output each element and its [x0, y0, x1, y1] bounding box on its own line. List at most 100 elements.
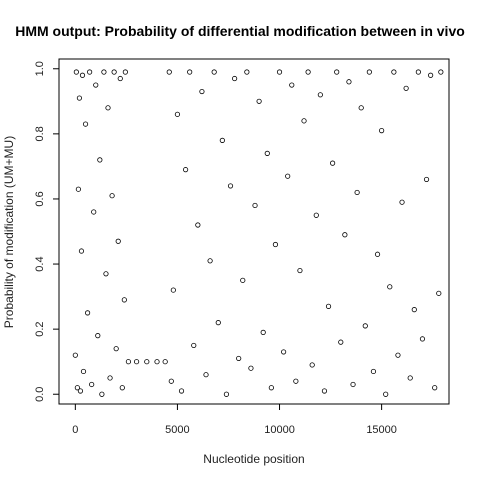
- data-point: [391, 69, 397, 75]
- data-point: [330, 160, 336, 166]
- data-point: [76, 95, 83, 101]
- y-tick-label: 0.0: [34, 387, 46, 402]
- data-point: [207, 258, 213, 264]
- data-point: [395, 352, 401, 358]
- data-point: [113, 346, 119, 352]
- data-point: [342, 232, 348, 238]
- data-point: [199, 88, 205, 95]
- data-point: [72, 352, 78, 358]
- data-point: [223, 391, 230, 397]
- data-point: [366, 69, 372, 75]
- data-point: [285, 173, 291, 179]
- data-point: [191, 342, 197, 349]
- data-point: [309, 362, 315, 368]
- data-point: [125, 359, 132, 365]
- data-point: [236, 355, 242, 362]
- data-point: [362, 323, 368, 329]
- data-point: [256, 98, 262, 104]
- data-points: [72, 69, 444, 397]
- y-tick-label: 0.2: [34, 321, 46, 336]
- data-point: [358, 105, 364, 111]
- data-point: [170, 287, 176, 293]
- data-point: [268, 385, 274, 391]
- data-point: [122, 69, 128, 75]
- data-point: [264, 150, 270, 156]
- data-point: [297, 267, 303, 274]
- data-point: [84, 310, 91, 316]
- data-point: [75, 186, 81, 192]
- data-point: [219, 137, 225, 143]
- data-point: [354, 189, 360, 196]
- x-tick-label: 10000: [264, 424, 295, 436]
- x-tick-label: 15000: [366, 424, 397, 436]
- data-point: [289, 82, 295, 88]
- data-point: [107, 375, 113, 381]
- data-point: [103, 271, 109, 277]
- data-point: [301, 118, 307, 124]
- data-point: [95, 333, 101, 339]
- data-point: [346, 79, 352, 85]
- data-point: [240, 277, 246, 283]
- data-point: [78, 248, 85, 254]
- data-point: [374, 251, 381, 257]
- data-point: [73, 69, 79, 75]
- data-point: [174, 111, 181, 117]
- data-point: [74, 385, 80, 391]
- data-point: [117, 75, 123, 82]
- data-point: [252, 202, 258, 209]
- data-point: [370, 368, 377, 375]
- data-point: [101, 69, 107, 75]
- data-point: [119, 385, 125, 391]
- data-point: [79, 72, 86, 78]
- data-point: [232, 75, 238, 82]
- data-point: [407, 375, 413, 381]
- y-axis-label: Probability of modification (UM+MU): [2, 136, 16, 328]
- data-point: [293, 378, 299, 384]
- data-point: [91, 209, 97, 215]
- x-axis-label: Nucleotide position: [203, 452, 304, 466]
- data-point: [403, 85, 409, 91]
- data-point: [215, 320, 221, 326]
- data-point: [272, 241, 279, 248]
- data-point: [87, 69, 93, 75]
- data-point: [115, 238, 121, 244]
- data-point: [77, 388, 84, 394]
- data-point: [317, 92, 323, 98]
- data-point: [168, 378, 174, 384]
- data-point: [387, 284, 393, 290]
- y-tick-label: 0.4: [34, 256, 46, 271]
- y-tick-label: 1.0: [34, 61, 46, 76]
- data-point: [423, 176, 430, 183]
- data-point: [350, 381, 356, 388]
- data-point: [144, 359, 150, 365]
- data-point: [211, 69, 217, 75]
- data-point: [325, 303, 332, 309]
- data-point: [162, 359, 168, 365]
- data-point: [281, 349, 287, 355]
- data-point: [419, 336, 426, 342]
- x-axis-ticks: 0 5000 10000 15000: [72, 404, 397, 436]
- data-point: [109, 193, 115, 199]
- data-point: [260, 329, 266, 335]
- data-point: [133, 359, 140, 365]
- data-point: [105, 105, 111, 111]
- data-point: [438, 69, 444, 75]
- data-point: [428, 72, 434, 78]
- chart-title: HMM output: Probability of differential …: [15, 23, 465, 39]
- data-point: [305, 69, 311, 75]
- y-axis-ticks: 0.0 0.2 0.4 0.6 0.8 1.0: [34, 61, 59, 402]
- data-point: [321, 388, 328, 394]
- data-point: [436, 290, 442, 296]
- data-point: [379, 128, 385, 134]
- data-point: [97, 157, 103, 163]
- data-point: [334, 69, 340, 75]
- x-tick-label: 5000: [165, 424, 189, 436]
- data-point: [93, 82, 99, 88]
- y-tick-label: 0.6: [34, 191, 46, 206]
- data-point: [80, 368, 87, 375]
- plot-frame: [58, 58, 450, 405]
- data-point: [399, 199, 405, 205]
- data-point: [411, 307, 417, 313]
- data-point: [178, 388, 185, 394]
